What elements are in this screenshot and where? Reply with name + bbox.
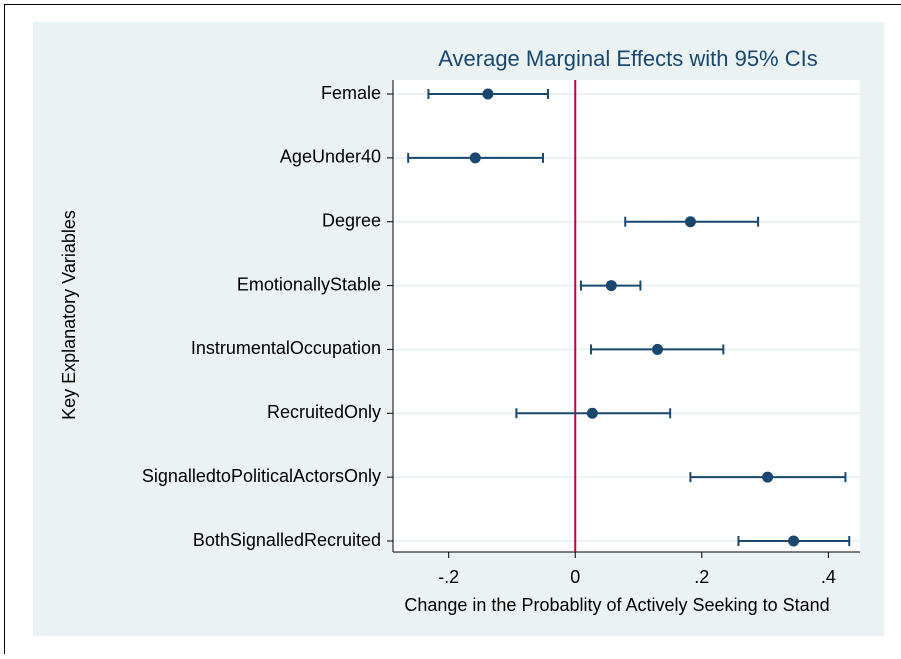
y-tick-label: AgeUnder40 bbox=[280, 147, 381, 167]
x-tick-label: -.2 bbox=[438, 567, 459, 587]
x-tick-label: 0 bbox=[570, 567, 580, 587]
point bbox=[762, 472, 773, 483]
plot-region bbox=[393, 80, 860, 552]
x-axis-label: Change in the Probablity of Actively See… bbox=[404, 595, 829, 615]
point bbox=[685, 216, 696, 227]
y-tick-label: SignalledtoPoliticalActorsOnly bbox=[142, 466, 381, 486]
point bbox=[652, 344, 663, 355]
y-tick-label: Female bbox=[321, 83, 381, 103]
point bbox=[587, 408, 598, 419]
y-tick-label: EmotionallyStable bbox=[237, 274, 381, 294]
y-tick-label: RecruitedOnly bbox=[267, 402, 381, 422]
point bbox=[606, 280, 617, 291]
point bbox=[788, 536, 799, 547]
chart-title: Average Marginal Effects with 95% CIs bbox=[438, 46, 817, 71]
point bbox=[482, 89, 493, 100]
y-tick-label: InstrumentalOccupation bbox=[191, 338, 381, 358]
y-tick-label: Degree bbox=[322, 210, 381, 230]
x-tick-label: .2 bbox=[694, 567, 709, 587]
point bbox=[470, 152, 481, 163]
y-tick-label: BothSignalledRecruited bbox=[193, 530, 381, 550]
x-tick-label: .4 bbox=[821, 567, 836, 587]
y-axis-label: Key Explanatory Variables bbox=[59, 210, 79, 420]
